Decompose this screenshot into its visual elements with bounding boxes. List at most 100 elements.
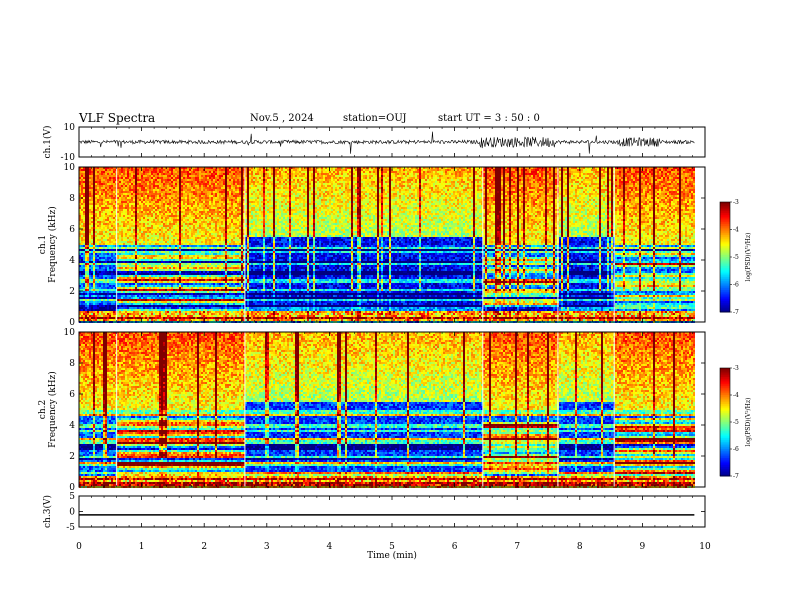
spectrogram-cell bbox=[173, 223, 175, 225]
spectrogram-cell bbox=[97, 223, 99, 225]
spectrogram-cell bbox=[195, 267, 197, 269]
spectrogram-cell bbox=[85, 211, 87, 213]
spectrogram-cell bbox=[195, 233, 197, 235]
spectrogram-cell bbox=[79, 265, 81, 267]
spectrogram-cell bbox=[129, 273, 131, 275]
spectrogram-cell bbox=[153, 179, 155, 181]
spectrogram-cell bbox=[99, 309, 101, 311]
spectrogram-cell bbox=[105, 205, 107, 207]
spectrogram-cell bbox=[183, 265, 185, 267]
spectrogram-cell bbox=[189, 171, 191, 173]
spectrogram-cell bbox=[93, 211, 95, 213]
spectrogram-cell bbox=[177, 289, 179, 291]
spectrogram-cell bbox=[151, 233, 153, 235]
spectrogram-cell bbox=[89, 249, 91, 251]
spectrogram-cell bbox=[93, 289, 95, 291]
spectrogram-cell bbox=[103, 205, 105, 207]
spectrogram-cell bbox=[97, 241, 99, 243]
spectrogram-cell bbox=[199, 231, 201, 233]
spectrogram-cell bbox=[153, 267, 155, 269]
spectrogram-cell bbox=[103, 173, 105, 175]
spectrogram-cell bbox=[179, 217, 181, 219]
spectrogram-cell bbox=[143, 253, 145, 255]
spectrogram-cell bbox=[179, 317, 181, 319]
spectrogram-cell bbox=[191, 195, 193, 197]
spectrogram-cell bbox=[151, 263, 153, 265]
spectrogram-cell bbox=[173, 187, 175, 189]
spectrogram-cell bbox=[167, 295, 169, 297]
spectrogram-cell bbox=[179, 267, 181, 269]
spectrogram-cell bbox=[159, 287, 161, 289]
spectrogram-cell bbox=[185, 235, 187, 237]
spectrogram-cell bbox=[95, 255, 97, 257]
spectrogram-cell bbox=[97, 313, 99, 315]
spectrogram-cell bbox=[161, 269, 163, 271]
spectrogram-cell bbox=[111, 251, 113, 253]
spectrogram-cell bbox=[127, 221, 129, 223]
spectrogram-cell bbox=[111, 253, 113, 255]
spectrogram-cell bbox=[119, 179, 121, 181]
spectrogram-cell bbox=[93, 169, 95, 171]
spectrogram-cell bbox=[137, 289, 139, 291]
spectrogram-cell bbox=[119, 181, 121, 183]
spectrogram-cell bbox=[171, 303, 173, 305]
spectrogram-cell bbox=[123, 307, 125, 309]
spectrogram-cell bbox=[111, 309, 113, 311]
spectrogram-cell bbox=[185, 297, 187, 299]
spectrogram-cell bbox=[87, 205, 89, 207]
spectrogram-cell bbox=[195, 291, 197, 293]
spectrogram-cell bbox=[197, 199, 199, 201]
spectrogram-cell bbox=[135, 259, 137, 261]
spectrogram-cell bbox=[153, 307, 155, 309]
spectrogram-cell bbox=[179, 299, 181, 301]
spectrogram-cell bbox=[161, 247, 163, 249]
spectrogram-cell bbox=[151, 279, 153, 281]
spectrogram-cell bbox=[113, 173, 115, 175]
spectrogram-cell bbox=[97, 293, 99, 295]
spectrogram-cell bbox=[81, 235, 83, 237]
spectrogram-cell bbox=[153, 185, 155, 187]
spectrogram-cell bbox=[147, 263, 149, 265]
spectrogram-cell bbox=[189, 183, 191, 185]
spectrogram-cell bbox=[159, 167, 161, 169]
spectrogram-cell bbox=[147, 315, 149, 317]
spectrogram-cell bbox=[135, 293, 137, 295]
spectrogram-cell bbox=[181, 281, 183, 283]
spectrogram-cell bbox=[89, 171, 91, 173]
spectrogram-cell bbox=[195, 269, 197, 271]
spectrogram-cell bbox=[143, 271, 145, 273]
spectrogram-cell bbox=[169, 229, 171, 231]
spectrogram-cell bbox=[79, 209, 81, 211]
spectrogram-cell bbox=[79, 257, 81, 259]
spectrogram-cell bbox=[187, 171, 189, 173]
spectrogram-cell bbox=[85, 219, 87, 221]
spectrogram-cell bbox=[105, 173, 107, 175]
spectrogram-cell bbox=[193, 197, 195, 199]
spectrogram-cell bbox=[155, 297, 157, 299]
spectrogram-cell bbox=[155, 219, 157, 221]
spectrogram-cell bbox=[133, 313, 135, 315]
spectrogram-cell bbox=[179, 271, 181, 273]
spectrogram-cell bbox=[189, 189, 191, 191]
spectrogram-cell bbox=[169, 293, 171, 295]
spectrogram-cell bbox=[153, 263, 155, 265]
spectrogram-cell bbox=[113, 251, 115, 253]
spectrogram-cell bbox=[149, 231, 151, 233]
spectrogram-cell bbox=[169, 223, 171, 225]
spectrogram-cell bbox=[145, 319, 147, 321]
spectrogram-cell bbox=[145, 253, 147, 255]
spectrogram-cell bbox=[105, 249, 107, 251]
spectrogram-cell bbox=[125, 191, 127, 193]
spectrogram-cell bbox=[121, 245, 123, 247]
spectrogram-cell bbox=[91, 187, 93, 189]
spectrogram-cell bbox=[127, 277, 129, 279]
spectrogram-cell bbox=[197, 239, 199, 241]
spectrogram-cell bbox=[197, 275, 199, 277]
spectrogram-cell bbox=[181, 195, 183, 197]
spectrogram-cell bbox=[107, 169, 109, 171]
spectrogram-cell bbox=[91, 209, 93, 211]
spectrogram-cell bbox=[199, 293, 201, 295]
spectrogram-cell bbox=[89, 219, 91, 221]
spectrogram-cell bbox=[177, 231, 179, 233]
spectrogram-cell bbox=[83, 291, 85, 293]
